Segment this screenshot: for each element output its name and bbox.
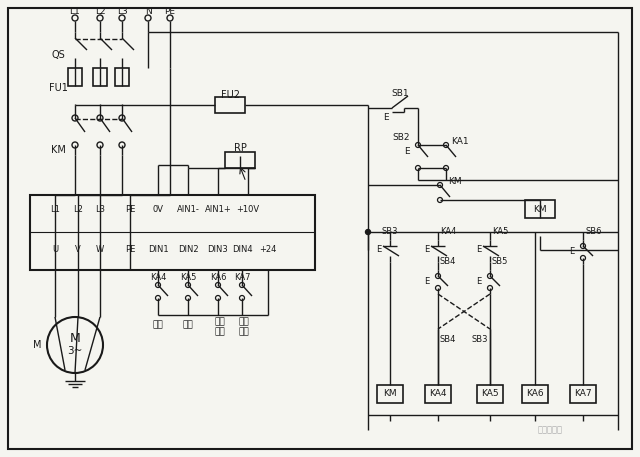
Text: KA7: KA7 (574, 389, 592, 399)
Bar (377, 385, 403, 403)
Bar (477, 385, 503, 403)
Text: N: N (145, 7, 152, 16)
Text: L3: L3 (95, 204, 105, 213)
Text: E: E (376, 245, 381, 255)
Text: W: W (96, 245, 104, 255)
Text: L2: L2 (73, 204, 83, 213)
Text: SB3: SB3 (381, 228, 398, 237)
Bar (570, 385, 596, 403)
Text: 0V: 0V (152, 204, 163, 213)
Text: DIN1: DIN1 (148, 245, 168, 255)
Bar (115, 68, 129, 86)
Bar (93, 68, 107, 86)
Text: KA5: KA5 (481, 389, 499, 399)
Text: PE: PE (125, 204, 135, 213)
Text: RP: RP (234, 143, 246, 153)
Text: FU2: FU2 (221, 90, 239, 100)
Text: SB5: SB5 (492, 257, 508, 266)
Text: KA1: KA1 (451, 137, 469, 145)
Text: KA6: KA6 (526, 389, 544, 399)
Text: L1: L1 (50, 204, 60, 213)
Text: SB6: SB6 (585, 228, 602, 237)
Text: 反转: 反转 (182, 320, 193, 329)
Text: SB3: SB3 (472, 335, 488, 344)
Text: KA4: KA4 (429, 389, 447, 399)
Bar (425, 385, 451, 403)
Text: +24: +24 (259, 245, 276, 255)
Text: +10V: +10V (236, 204, 260, 213)
Text: KA5: KA5 (180, 273, 196, 282)
Text: 点动: 点动 (214, 328, 225, 336)
Text: 3~: 3~ (67, 346, 83, 356)
Text: SB1: SB1 (391, 90, 409, 99)
Text: V: V (75, 245, 81, 255)
Text: KA5: KA5 (492, 228, 508, 237)
Text: 点动: 点动 (239, 328, 250, 336)
Text: E: E (476, 277, 482, 287)
Bar (68, 68, 82, 86)
Text: 正向: 正向 (214, 318, 225, 326)
Text: KM: KM (383, 389, 397, 399)
Text: AIN1-: AIN1- (177, 204, 200, 213)
Text: SB4: SB4 (440, 335, 456, 344)
Text: U: U (52, 245, 58, 255)
Bar (525, 200, 555, 218)
Bar (225, 152, 255, 168)
Text: E: E (476, 245, 482, 255)
Text: KA4: KA4 (440, 228, 456, 237)
Text: KM: KM (533, 204, 547, 213)
Text: L1: L1 (70, 7, 81, 16)
Text: PE: PE (164, 7, 175, 16)
Text: DIN2: DIN2 (178, 245, 198, 255)
Text: KA4: KA4 (150, 273, 166, 282)
Text: E: E (570, 248, 575, 256)
Text: KM: KM (51, 145, 65, 155)
Text: PE: PE (125, 245, 135, 255)
Text: E: E (404, 147, 410, 155)
Bar (215, 97, 245, 113)
Text: 正转: 正转 (152, 320, 163, 329)
Text: L2: L2 (95, 7, 106, 16)
Bar (30, 195, 315, 270)
Text: DIN3: DIN3 (207, 245, 228, 255)
Text: M: M (33, 340, 41, 350)
Text: KA6: KA6 (210, 273, 227, 282)
Text: 电工电气吧: 电工电气吧 (538, 425, 563, 435)
Text: KM: KM (448, 176, 462, 186)
Text: M: M (70, 333, 81, 345)
Text: AIN1+: AIN1+ (205, 204, 232, 213)
Text: QS: QS (51, 50, 65, 60)
Text: 反向: 反向 (239, 318, 250, 326)
Circle shape (365, 229, 371, 234)
Text: DIN4: DIN4 (232, 245, 252, 255)
Text: L3: L3 (116, 7, 127, 16)
Text: FU1: FU1 (49, 83, 67, 93)
Text: KA7: KA7 (234, 273, 250, 282)
Bar (522, 385, 548, 403)
Text: E: E (424, 245, 429, 255)
Text: E: E (383, 113, 389, 122)
Text: SB4: SB4 (440, 257, 456, 266)
Text: E: E (424, 277, 429, 287)
Text: SB2: SB2 (392, 133, 410, 142)
